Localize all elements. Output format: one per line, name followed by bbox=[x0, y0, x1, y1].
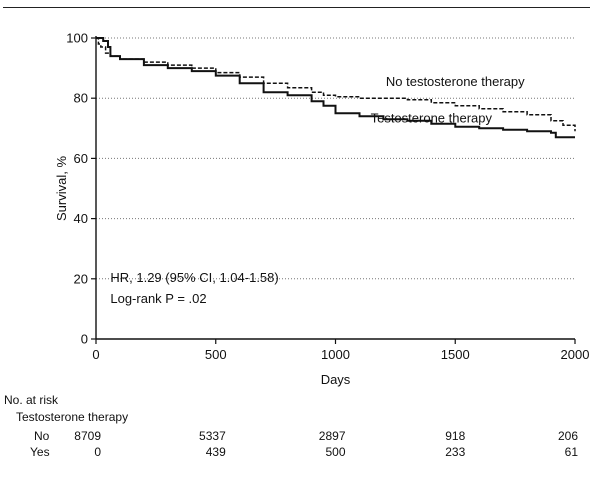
x-tick-label-0: 0 bbox=[92, 347, 99, 362]
x-tick-label-500: 500 bbox=[205, 347, 227, 362]
series-label-1: Testosterone therapy bbox=[371, 110, 493, 125]
risk-value-yes-2: 500 bbox=[325, 445, 346, 459]
series-line-testosterone bbox=[96, 37, 575, 139]
y-tick-label-100: 100 bbox=[66, 31, 88, 46]
y-tick-label-40: 40 bbox=[74, 211, 88, 226]
risk-value-no-2: 2897 bbox=[318, 429, 346, 443]
y-tick-label-20: 20 bbox=[74, 271, 88, 286]
x-tick-label-2000: 2000 bbox=[561, 347, 590, 362]
risk-value-yes-3: 233 bbox=[445, 445, 466, 459]
risk-row-label-yes: Yes bbox=[30, 445, 50, 459]
x-tick-label-1500: 1500 bbox=[441, 347, 470, 362]
x-tick-label-1000: 1000 bbox=[321, 347, 350, 362]
risk-value-yes-0: 0 bbox=[94, 445, 101, 459]
series-curves bbox=[96, 37, 576, 139]
risk-value-no-1: 5337 bbox=[199, 429, 226, 443]
grid-lines bbox=[96, 37, 575, 280]
y-tick-label-60: 60 bbox=[74, 151, 88, 166]
risk-table-title: No. at risk bbox=[4, 393, 59, 407]
top-rule bbox=[3, 7, 590, 8]
risk-table-group-label: Testosterone therapy bbox=[16, 410, 129, 424]
risk-value-no-3: 918 bbox=[445, 429, 466, 443]
annotation-0: HR, 1.29 (95% CI, 1.04-1.58) bbox=[110, 270, 278, 285]
chart-labels: No testosterone therapy Testosterone ther… bbox=[110, 74, 525, 306]
annotation-1: Log-rank P = .02 bbox=[110, 291, 206, 306]
risk-value-yes-1: 439 bbox=[205, 445, 226, 459]
y-axis-label: Survival, % bbox=[54, 156, 69, 221]
y-tick-label-0: 0 bbox=[81, 332, 88, 347]
risk-value-no-4: 206 bbox=[557, 429, 578, 443]
y-tick-label-80: 80 bbox=[74, 91, 88, 106]
risk-value-no-0: 8709 bbox=[74, 429, 101, 443]
risk-row-label-no: No bbox=[34, 429, 50, 443]
risk-value-yes-4: 61 bbox=[564, 445, 578, 459]
x-axis-label: Days bbox=[321, 372, 351, 387]
series-label-0: No testosterone therapy bbox=[386, 74, 525, 89]
